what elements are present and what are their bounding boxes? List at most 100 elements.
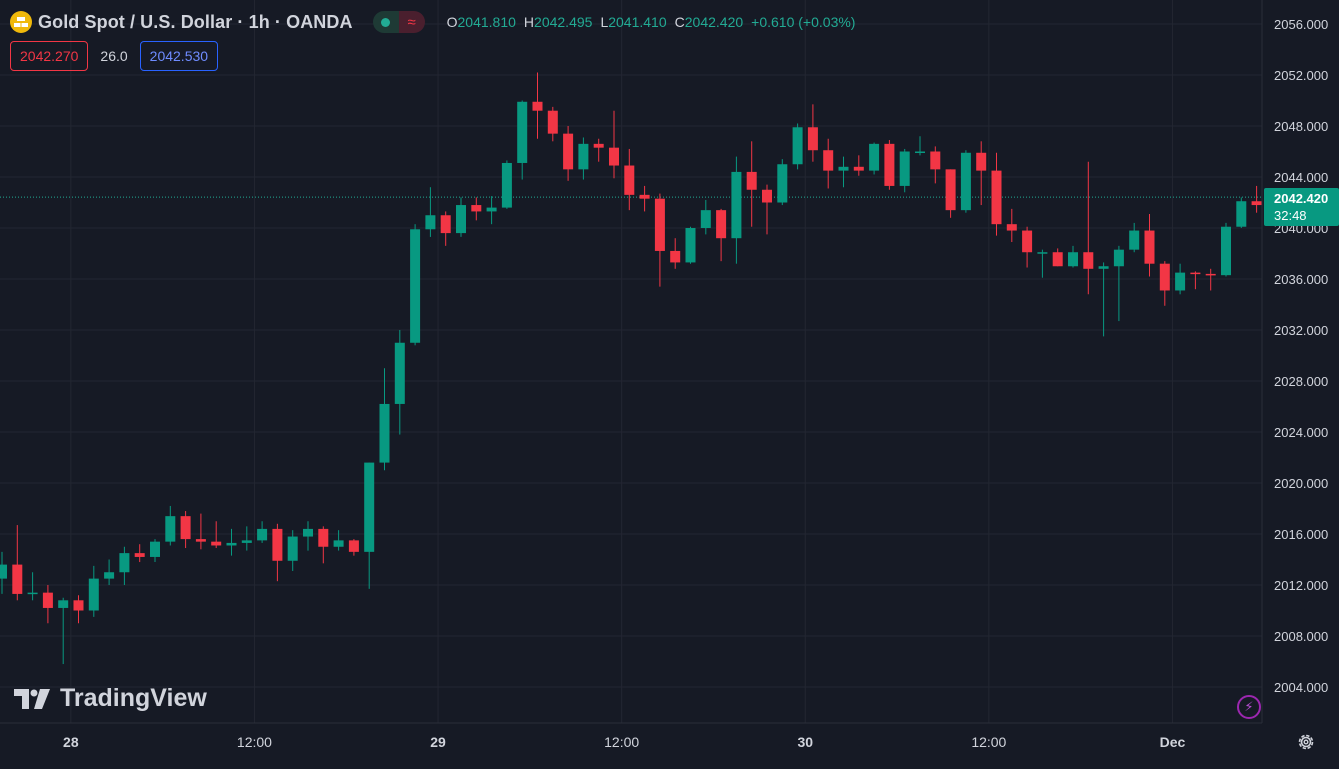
x-tick-label: Dec [1160,734,1186,750]
candle-body [945,169,956,211]
candle-body [1251,201,1262,206]
chart-grid [0,0,1262,723]
y-tick-label: 2024.000 [1274,425,1328,440]
candle [1113,245,1124,322]
candle [104,559,115,585]
candle [379,368,390,471]
candle [318,526,329,564]
candle-body [517,101,528,163]
candle-body [58,600,69,608]
candle [915,136,925,156]
candle [394,330,405,435]
candle-body [501,162,512,208]
candle-body [0,564,7,579]
data-delay-icon[interactable]: ≈ [398,11,425,33]
sell-button[interactable]: 2042.270 [10,41,89,71]
candles [0,72,1277,665]
y-tick-label: 2056.000 [1274,17,1328,32]
candle [119,546,130,585]
time-axis[interactable]: 28 12:00 29 12:00 30 12:00 Dec [63,734,1185,750]
candle [42,585,53,624]
candle [670,238,681,269]
candle [547,106,558,142]
candle-body [119,553,130,573]
candle [134,544,145,563]
market-status-pill[interactable]: ≈ [372,11,425,33]
candle-body [42,592,53,608]
candle-body [348,540,359,552]
candle-body [1221,226,1231,276]
candle [348,539,359,556]
ohlc-values: O2041.810 H2042.495 L2041.410 C2042.420 … [447,14,856,30]
candle [1083,161,1094,295]
candle [12,525,23,601]
open-label: O [446,14,458,30]
candle-body [823,150,834,171]
candle [563,126,574,181]
candle [1175,263,1186,295]
buy-button[interactable]: 2042.530 [139,41,219,71]
y-tick-label: 2016.000 [1274,527,1328,542]
candle-body [272,528,283,561]
candle-body [1006,224,1017,231]
candle [853,155,864,176]
candle-body [211,541,222,546]
symbol-title[interactable]: Gold Spot / U.S. Dollar · 1h · OANDA [38,11,353,32]
x-tick-label: 28 [63,734,79,750]
spread-value: 26.0 [100,48,128,64]
candle-body [976,152,987,171]
candle [425,187,436,237]
candle-body [915,151,925,153]
candle [532,72,543,139]
price-axis[interactable]: 2004.000 2008.000 2012.000 2016.000 2020.000… [1274,17,1328,695]
candle-body [1190,272,1201,275]
y-tick-label: 2048.000 [1274,119,1328,134]
candle-body [104,572,115,579]
gear-icon[interactable] [1295,731,1317,753]
candle [1022,226,1033,268]
candle-body [777,164,788,203]
candle-body [930,151,941,170]
y-tick-label: 2032.000 [1274,323,1328,338]
current-price-value: 2042.420 [1274,191,1329,207]
candle [685,226,696,264]
candle-body [654,198,665,251]
candle [1098,262,1109,337]
candle-body [716,210,727,239]
x-tick-label: 29 [430,734,446,750]
candle-body [1159,263,1170,291]
candle [456,197,466,237]
candle [486,196,497,225]
candle-body [150,541,160,557]
close-value: 2042.420 [684,14,744,30]
candle-body [685,228,696,263]
candle-body [731,171,742,239]
tradingview-watermark[interactable]: TradingView [14,684,207,713]
low-label: L [600,14,609,30]
candle [27,572,38,601]
candle [899,148,910,193]
y-tick-label: 2044.000 [1274,170,1328,185]
x-tick-label: 30 [797,734,813,750]
y-tick-label: 2028.000 [1274,374,1328,389]
candle [792,123,803,170]
candle [1190,271,1201,290]
candle [624,148,635,211]
candle [180,511,191,549]
candle-body [1052,252,1063,267]
high-value: 2042.495 [534,14,593,30]
candle [578,137,589,180]
lightning-icon[interactable]: ⚡ [1237,695,1261,719]
candle [88,565,99,617]
candle-body [792,127,803,165]
candle [807,104,818,162]
candle-body [807,127,818,151]
candle [364,462,375,589]
candle [1129,222,1140,253]
candle [593,138,604,162]
market-open-icon[interactable] [372,11,399,33]
low-value: 2041.410 [608,14,667,30]
candle-body [425,215,436,230]
candle-body [303,528,313,537]
